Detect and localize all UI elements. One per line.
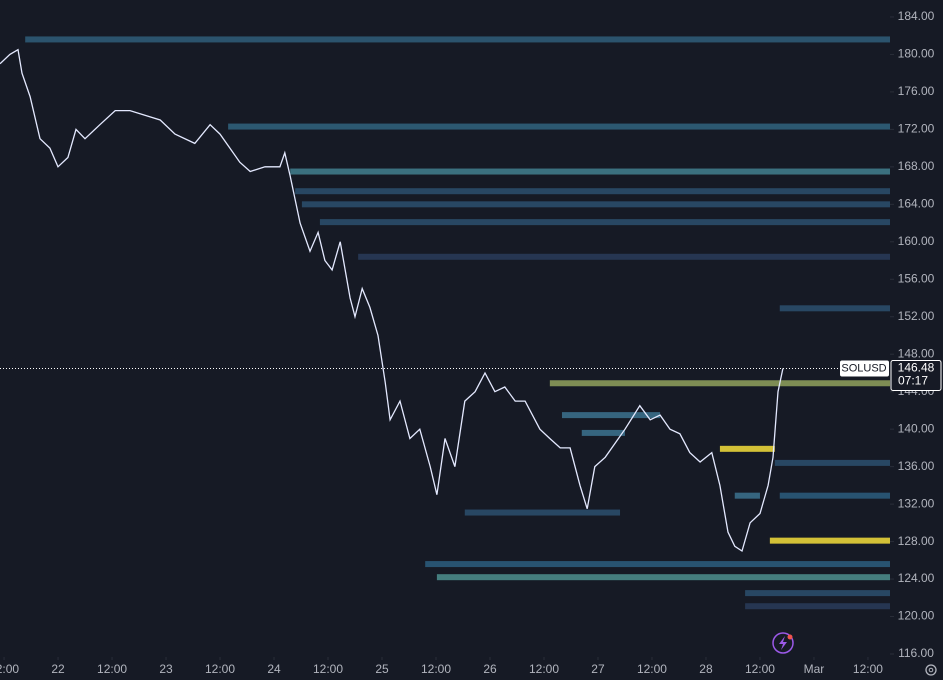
gear-hub [928,667,934,673]
liquidity-level [774,459,890,466]
x-tick-label: 27 [591,662,605,676]
liquidity-level [301,201,890,208]
liquidity-level [464,509,621,516]
y-tick-label: 152.00 [898,309,935,323]
y-tick-label: 136.00 [898,459,935,473]
y-tick-label: 132.00 [898,496,935,510]
y-tick-label: 176.00 [898,84,935,98]
y-tick-label: 180.00 [898,47,935,61]
x-tick-label: 23 [159,662,173,676]
y-tick-label: 184.00 [898,9,935,23]
y-tick-label: 116.00 [898,646,934,660]
x-tick-label: 12:00 [421,662,451,676]
x-tick-label: 26 [483,662,497,676]
x-tick-label: 28 [699,662,713,676]
x-tick-label: 12:00 [0,662,19,676]
y-tick-label: 168.00 [898,159,935,173]
x-tick-label: 12:00 [853,662,883,676]
symbol-box [840,360,889,377]
y-tick-label: 160.00 [898,234,935,248]
y-tick-label: 128.00 [898,534,935,548]
liquidity-level [358,253,890,260]
symbol-label: SOLUSD [841,362,886,374]
x-tick-label: 12:00 [313,662,343,676]
liquidity-level [561,412,661,419]
icon-bolt [779,636,787,650]
liquidity-level [745,603,890,610]
y-tick-label: 120.00 [898,609,935,623]
x-tick-label: 12:00 [745,662,775,676]
liquidity-level [769,537,890,544]
liquidity-level [25,36,891,43]
liquidity-level [295,188,890,195]
liquidity-level [719,445,775,452]
gear [925,664,937,676]
liquidity-level [290,168,890,175]
y-tick-label: 164.00 [898,196,935,210]
icon-dot [787,634,793,640]
price-box [890,359,942,391]
liquidity-level [779,492,890,499]
x-tick-label: 24 [267,662,281,676]
liquidity-level [779,305,890,312]
ai-icon[interactable] [772,632,794,654]
countdown-label: 07:17 [898,374,928,388]
x-tick-label: 22 [51,662,65,676]
price-line [0,48,784,553]
x-tick-label: 12:00 [529,662,559,676]
liquidity-level [425,561,890,568]
y-tick-label: 172.00 [898,122,935,136]
x-tick-label: 12:00 [205,662,235,676]
x-tick-label: Mar [804,662,825,676]
y-tick-label: 148.00 [898,346,935,360]
liquidity-level [228,123,890,130]
last-price-label: 146.48 [898,361,935,375]
y-tick-label: 124.00 [898,571,935,585]
x-tick-label: 12:00 [637,662,667,676]
liquidity-level [549,380,890,387]
liquidity-level [319,219,890,226]
settings-icon[interactable] [925,664,937,676]
liquidity-level [581,429,625,436]
x-tick-label: 25 [375,662,389,676]
y-tick-label: 156.00 [898,271,935,285]
liquidity-level [734,492,760,499]
liquidity-level [436,574,890,581]
liquidity-level [745,590,890,597]
y-tick-label: 140.00 [898,421,935,435]
x-tick-label: 12:00 [97,662,127,676]
icon-ring [772,632,794,654]
